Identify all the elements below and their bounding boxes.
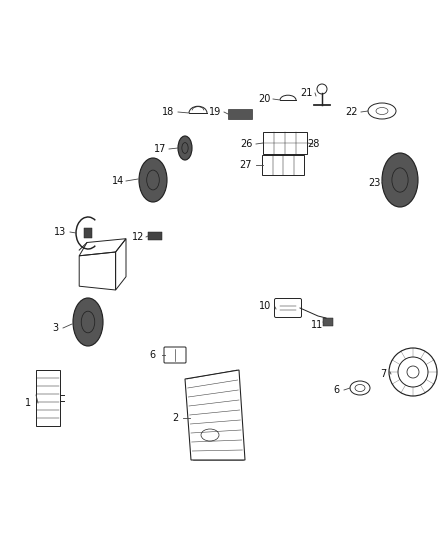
Text: 17: 17 — [154, 144, 166, 154]
Ellipse shape — [178, 136, 192, 160]
Text: 23: 23 — [368, 178, 380, 188]
Ellipse shape — [73, 298, 103, 346]
Text: 26: 26 — [240, 139, 252, 149]
Bar — [262, 155, 304, 175]
Text: 7: 7 — [380, 369, 386, 379]
Text: 14: 14 — [112, 176, 124, 186]
Text: 6: 6 — [333, 385, 339, 395]
Text: 27: 27 — [240, 160, 252, 170]
Ellipse shape — [382, 153, 418, 207]
Text: 2: 2 — [172, 413, 178, 423]
Bar — [84, 228, 92, 238]
Text: 19: 19 — [209, 107, 221, 117]
Text: 3: 3 — [52, 323, 58, 333]
Text: 1: 1 — [25, 398, 31, 408]
Text: 21: 21 — [300, 88, 312, 98]
Text: 20: 20 — [258, 94, 270, 104]
Text: 10: 10 — [259, 301, 271, 311]
Text: 28: 28 — [307, 139, 319, 149]
Text: 13: 13 — [54, 227, 66, 237]
Text: 12: 12 — [132, 232, 144, 242]
Ellipse shape — [139, 158, 167, 202]
Bar — [228, 109, 252, 119]
Text: 18: 18 — [162, 107, 174, 117]
Bar — [263, 132, 307, 154]
Bar — [148, 232, 162, 240]
Bar — [323, 318, 333, 326]
Text: 11: 11 — [311, 320, 323, 330]
Bar — [36, 370, 60, 426]
Text: 6: 6 — [149, 350, 155, 360]
Text: 22: 22 — [346, 107, 358, 117]
